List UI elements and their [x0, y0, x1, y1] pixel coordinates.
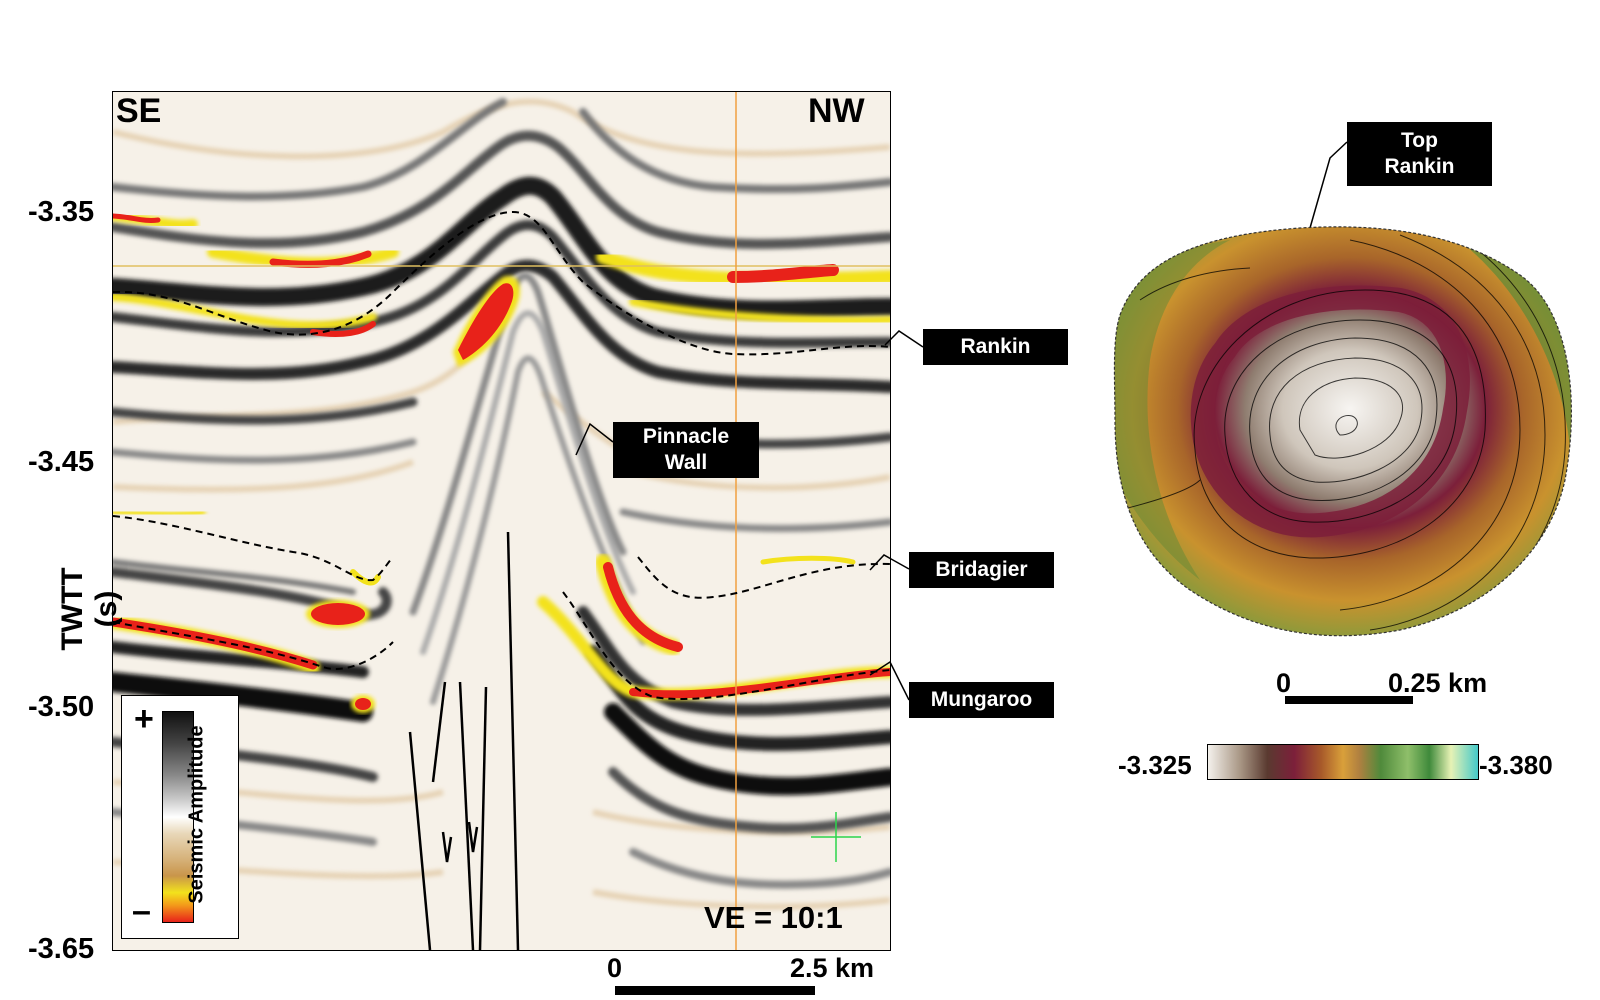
y-tick-label: -3.45 [28, 446, 95, 478]
colorbar-min-label: -3.325 [1118, 750, 1192, 780]
seismic-image [113, 92, 890, 950]
legend-plus-sign: + [134, 700, 154, 738]
map-scale-start-label: 0 [1276, 668, 1292, 698]
top-rankin-map [1113, 226, 1572, 637]
map-scale-bar [1285, 696, 1413, 704]
section-label-nw: NW [808, 92, 865, 130]
vertical-exaggeration-label: VE = 10:1 [704, 900, 843, 935]
elevation-colorbar [1207, 744, 1479, 780]
section-scale-bar [615, 986, 815, 995]
seismic-section [112, 91, 891, 951]
label-pinnacle-line2: Wall [664, 451, 708, 474]
label-top-rankin-line2: Rankin [1384, 155, 1455, 178]
amplitude-colorbar [162, 711, 194, 923]
amplitude-legend: + – Seismic Amplitude [121, 695, 239, 939]
horizon-label-rankin: Rankin [923, 329, 1068, 365]
legend-minus-sign: – [132, 892, 151, 930]
y-tick-label: -3.65 [28, 933, 95, 965]
scale-end-label: 2.5 km [790, 953, 875, 983]
colorbar-max-label: -3.380 [1479, 750, 1553, 780]
crosshair-icon [811, 812, 861, 862]
map-scale-end-label: 0.25 km [1388, 668, 1488, 698]
scale-start-label: 0 [607, 953, 623, 983]
horizon-label-bridagier: Bridagier [909, 552, 1054, 588]
section-label-se: SE [116, 92, 162, 130]
y-tick-label: -3.35 [28, 196, 95, 228]
label-pinnacle-wall: Pinnacle Wall [613, 422, 759, 478]
label-top-rankin-line1: Top [1401, 129, 1438, 152]
label-pinnacle-line1: Pinnacle [642, 425, 730, 448]
fault-lines [408, 531, 520, 950]
label-top-rankin: Top Rankin [1347, 122, 1492, 186]
horizon-label-mungaroo: Mungaroo [909, 682, 1054, 718]
y-tick-label: -3.50 [28, 691, 95, 723]
